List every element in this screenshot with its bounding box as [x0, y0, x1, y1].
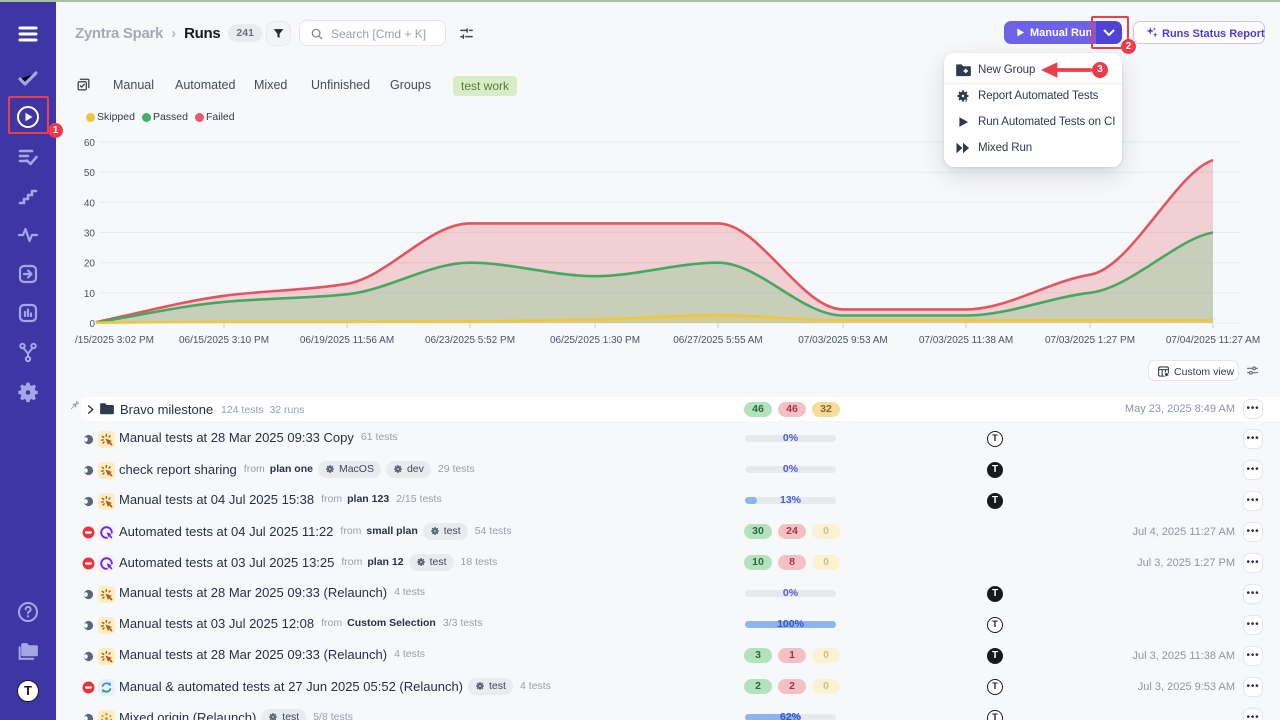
svg-text:10: 10 — [84, 289, 96, 300]
svg-text:0: 0 — [89, 319, 95, 330]
svg-text:60: 60 — [84, 138, 96, 149]
svg-text:06/15/2025 3:10 PM: 06/15/2025 3:10 PM — [179, 335, 269, 346]
svg-text:06/27/2025 5:55 AM: 06/27/2025 5:55 AM — [673, 335, 763, 346]
svg-text:06/25/2025 1:30 PM: 06/25/2025 1:30 PM — [550, 335, 640, 346]
svg-text:50: 50 — [84, 168, 96, 179]
svg-text:07/03/2025 9:53 AM: 07/03/2025 9:53 AM — [798, 335, 888, 346]
svg-text:06/19/2025 11:56 AM: 06/19/2025 11:56 AM — [300, 335, 394, 346]
svg-text:07/03/2025 11:38 AM: 07/03/2025 11:38 AM — [919, 335, 1013, 346]
svg-text:07/03/2025 1:27 PM: 07/03/2025 1:27 PM — [1045, 335, 1135, 346]
svg-text:06/23/2025 5:52 PM: 06/23/2025 5:52 PM — [425, 335, 515, 346]
svg-text:20: 20 — [84, 259, 96, 270]
svg-text:30: 30 — [84, 229, 96, 240]
svg-text:07/04/2025 11:27 AM: 07/04/2025 11:27 AM — [1166, 335, 1260, 346]
svg-text:40: 40 — [84, 198, 96, 209]
svg-text:/15/2025 3:02 PM: /15/2025 3:02 PM — [75, 335, 154, 346]
